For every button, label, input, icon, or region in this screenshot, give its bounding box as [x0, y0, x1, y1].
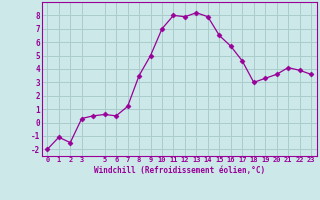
X-axis label: Windchill (Refroidissement éolien,°C): Windchill (Refroidissement éolien,°C) — [94, 166, 265, 175]
